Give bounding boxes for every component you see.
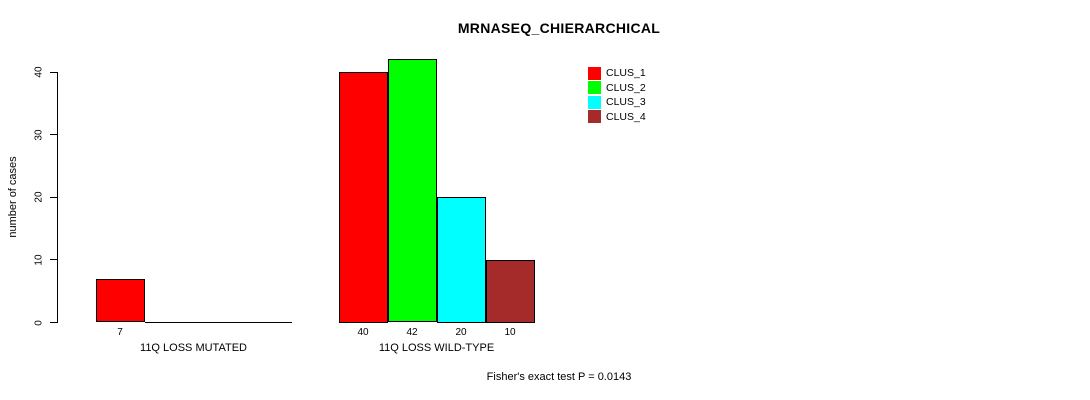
y-tick-label: 0 [33,319,45,326]
legend-item-clus_1: CLUS_1 [588,66,646,81]
annotation-fishers-test: Fisher's exact test P = 0.0143 [486,371,632,383]
legend-swatch-clus_4 [588,110,601,124]
bar-clus_4 [485,259,535,323]
legend-item-clus_3: CLUS_3 [588,95,646,110]
zero-bar-clus_3 [193,322,243,323]
legend-label: CLUS_2 [606,81,646,94]
x-category-label: 11Q LOSS WILD-TYPE [378,342,495,354]
y-tick-label: 10 [33,254,45,266]
bar-clus_3 [436,197,486,323]
legend-swatch-clus_3 [588,95,601,109]
y-tick-label: 20 [33,191,45,203]
legend-item-clus_2: CLUS_2 [588,81,646,96]
y-tick-mark [50,322,57,323]
bar-value-label: 7 [117,327,123,338]
y-tick-mark [50,134,57,136]
bar-clus_1 [338,72,388,323]
bar-value-label: 10 [504,327,516,338]
bar-clus_2 [387,59,437,323]
y-tick-mark [50,196,57,198]
legend-label: CLUS_3 [606,96,646,109]
y-axis-line [57,72,58,323]
bar-clus_1 [95,278,145,323]
bar-value-label: 40 [357,327,369,338]
legend-swatch-clus_2 [588,81,601,95]
y-tick-label: 40 [33,66,45,78]
legend-swatch-clus_1 [588,66,601,80]
legend-label: CLUS_1 [606,67,646,80]
y-tick-mark [50,259,57,261]
bar-value-label: 20 [455,327,467,338]
legend-label: CLUS_4 [606,110,646,123]
y-tick-mark [50,71,57,73]
y-axis-label: number of cases [7,156,19,238]
zero-bar-clus_4 [242,322,292,323]
legend: CLUS_1 CLUS_2 CLUS_3 CLUS_4 [588,66,646,124]
zero-bar-clus_2 [144,322,194,323]
legend-item-clus_4: CLUS_4 [588,110,646,125]
bar-value-label: 42 [406,327,418,338]
x-category-label: 11Q LOSS MUTATED [140,342,247,354]
y-tick-label: 30 [33,129,45,141]
chart-title: MRNASEQ_CHIERARCHICAL [457,20,661,36]
